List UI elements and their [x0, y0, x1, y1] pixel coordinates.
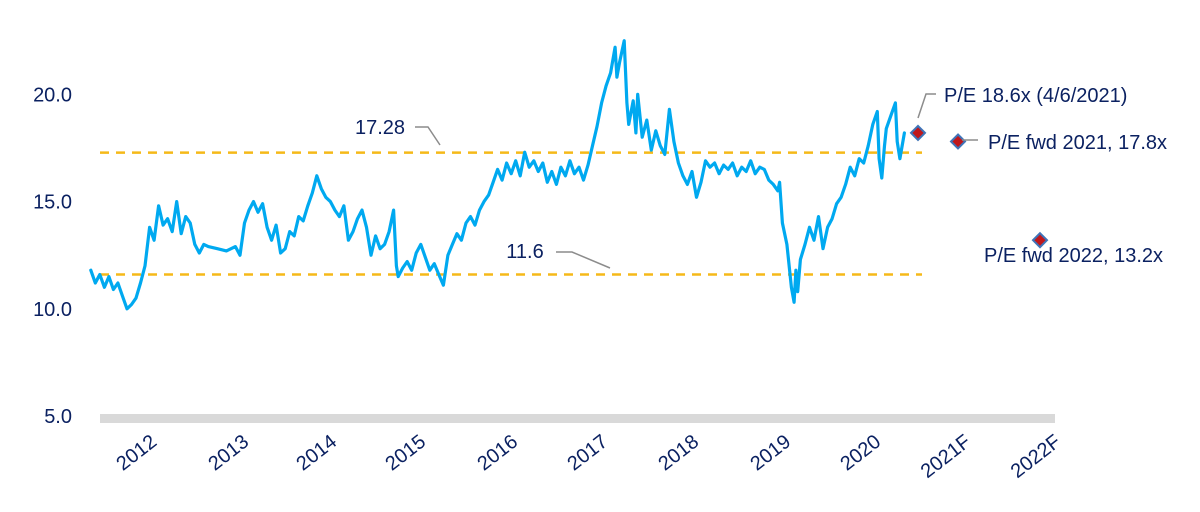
x-tick-label: 2020	[836, 431, 885, 476]
marker-label: P/E fwd 2022, 13.2x	[984, 245, 1163, 267]
y-tick-label: 20.0	[33, 84, 72, 106]
x-tick-label: 2018	[654, 431, 703, 476]
x-tick-label: 2016	[473, 431, 522, 476]
x-tick-label: 2021F	[917, 431, 975, 483]
y-axis: 5.0 10.0 15.0 20.0	[33, 84, 72, 428]
marker-label: P/E 18.6x (4/6/2021)	[944, 85, 1127, 107]
series-layer	[89, 39, 907, 311]
pe-marker	[909, 124, 927, 142]
y-tick-label: 15.0	[33, 192, 72, 214]
reference-leader	[415, 126, 441, 146]
pe-marker	[949, 133, 967, 150]
marker-layer: P/E 18.6x (4/6/2021) P/E fwd 2021, 17.8x P…	[909, 85, 1167, 267]
pe-series-line	[89, 39, 907, 311]
x-tick-label: 2015	[381, 431, 430, 476]
reference-lines: 17.28 11.6	[100, 117, 922, 276]
x-axis-bar	[100, 414, 1055, 423]
x-axis: 2012 2013 2014 2015 2016 2017 2018 2019 2020 2021…	[112, 431, 1065, 483]
pe-marker	[1031, 231, 1049, 249]
x-tick-label: 2014	[292, 431, 341, 476]
x-tick-label: 2017	[563, 431, 612, 476]
reference-leader	[556, 251, 611, 269]
x-tick-label: 2022F	[1007, 431, 1065, 483]
marker-label: P/E fwd 2021, 17.8x	[988, 132, 1167, 154]
marker-leader	[917, 93, 936, 119]
reference-label: 11.6	[506, 241, 543, 263]
x-tick-label: 2012	[112, 431, 161, 476]
x-tick-label: 2013	[204, 431, 253, 476]
x-tick-label: 2019	[746, 431, 795, 476]
reference-label: 17.28	[355, 117, 405, 139]
y-tick-label: 10.0	[33, 299, 72, 321]
y-tick-label: 5.0	[44, 406, 72, 428]
